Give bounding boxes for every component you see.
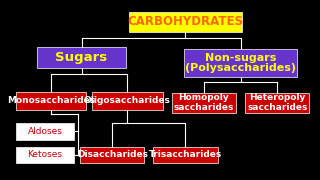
FancyBboxPatch shape <box>92 92 163 110</box>
FancyBboxPatch shape <box>16 147 74 163</box>
Text: Disaccharides: Disaccharides <box>76 150 148 159</box>
Text: Monosaccharides: Monosaccharides <box>7 96 95 105</box>
FancyBboxPatch shape <box>153 147 218 163</box>
Text: Aldoses: Aldoses <box>28 127 62 136</box>
Text: Homopoly
saccharides: Homopoly saccharides <box>174 93 234 112</box>
FancyBboxPatch shape <box>245 93 309 112</box>
FancyBboxPatch shape <box>16 92 86 110</box>
Text: CARBOHYDRATES: CARBOHYDRATES <box>127 15 244 28</box>
FancyBboxPatch shape <box>129 12 242 32</box>
Text: Sugars: Sugars <box>55 51 108 64</box>
FancyBboxPatch shape <box>172 93 236 112</box>
FancyBboxPatch shape <box>16 123 74 140</box>
FancyBboxPatch shape <box>37 47 126 68</box>
Text: Non-sugars
(Polysaccharides): Non-sugars (Polysaccharides) <box>185 53 296 73</box>
FancyBboxPatch shape <box>80 147 144 163</box>
Text: Oligosaccharides: Oligosaccharides <box>84 96 171 105</box>
Text: Ketoses: Ketoses <box>28 150 62 159</box>
Text: Trisaccharides: Trisaccharides <box>149 150 222 159</box>
Text: Heteropoly
saccharides: Heteropoly saccharides <box>247 93 308 112</box>
FancyBboxPatch shape <box>184 49 297 77</box>
